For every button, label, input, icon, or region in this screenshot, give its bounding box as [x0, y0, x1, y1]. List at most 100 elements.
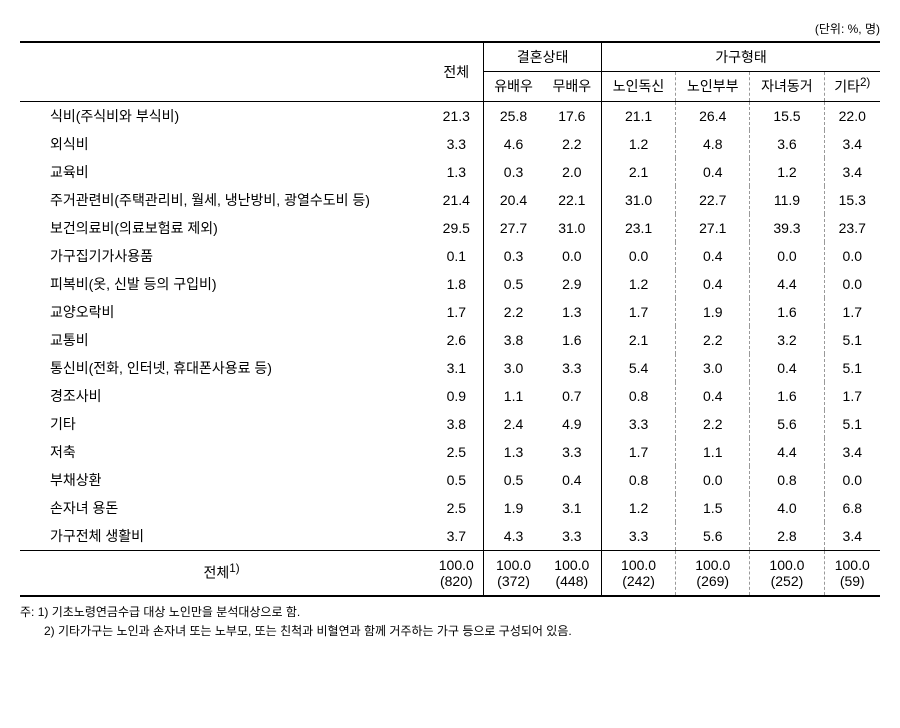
total-cell: 100.0(59): [824, 550, 880, 596]
cell-value: 1.6: [543, 326, 602, 354]
table-row: 주거관련비(주택관리비, 월세, 냉난방비, 광열수도비 등)21.420.42…: [20, 186, 880, 214]
row-label: 교육비: [20, 158, 429, 186]
table-row: 저축2.51.33.31.71.14.43.4: [20, 438, 880, 466]
table-row: 외식비3.34.62.21.24.83.63.4: [20, 130, 880, 158]
total-label: 전체1): [20, 550, 429, 596]
cell-value: 3.4: [824, 130, 880, 158]
cell-value: 1.3: [429, 158, 484, 186]
header-house-3: 자녀동거: [750, 72, 824, 102]
cell-value: 3.4: [824, 158, 880, 186]
table-row: 손자녀 용돈2.51.93.11.21.54.06.8: [20, 494, 880, 522]
cell-value: 0.4: [676, 382, 750, 410]
cell-value: 0.8: [601, 466, 675, 494]
row-label: 통신비(전화, 인터넷, 휴대폰사용료 등): [20, 354, 429, 382]
cell-value: 1.9: [676, 298, 750, 326]
cell-value: 39.3: [750, 214, 824, 242]
cell-value: 0.4: [750, 354, 824, 382]
cell-value: 25.8: [484, 101, 543, 130]
table-row: 통신비(전화, 인터넷, 휴대폰사용료 등)3.13.03.35.43.00.4…: [20, 354, 880, 382]
total-cell: 100.0(269): [676, 550, 750, 596]
table-row: 교양오락비1.72.21.31.71.91.61.7: [20, 298, 880, 326]
cell-value: 5.6: [676, 522, 750, 551]
cell-value: 26.4: [676, 101, 750, 130]
cell-value: 0.0: [824, 242, 880, 270]
total-cell: 100.0(252): [750, 550, 824, 596]
row-label: 손자녀 용돈: [20, 494, 429, 522]
row-label: 경조사비: [20, 382, 429, 410]
total-cell: 100.0(372): [484, 550, 543, 596]
cell-value: 0.4: [676, 270, 750, 298]
cell-value: 31.0: [543, 214, 602, 242]
cell-value: 17.6: [543, 101, 602, 130]
cell-value: 2.2: [543, 130, 602, 158]
cell-value: 21.1: [601, 101, 675, 130]
total-row: 전체1)100.0(820)100.0(372)100.0(448)100.0(…: [20, 550, 880, 596]
cell-value: 3.3: [429, 130, 484, 158]
cell-value: 3.1: [429, 354, 484, 382]
footnote-2: 2) 기타가구는 노인과 손자녀 또는 노부모, 또는 친척과 비혈연과 함께 …: [20, 622, 880, 641]
cell-value: 29.5: [429, 214, 484, 242]
cell-value: 21.3: [429, 101, 484, 130]
header-house-2: 노인부부: [676, 72, 750, 102]
cell-value: 3.2: [750, 326, 824, 354]
row-label: 식비(주식비와 부식비): [20, 101, 429, 130]
cell-value: 3.3: [601, 410, 675, 438]
cell-value: 1.5: [676, 494, 750, 522]
table-row: 부채상환0.50.50.40.80.00.80.0: [20, 466, 880, 494]
cell-value: 0.0: [543, 242, 602, 270]
row-label: 가구집기가사용품: [20, 242, 429, 270]
table-row: 식비(주식비와 부식비)21.325.817.621.126.415.522.0: [20, 101, 880, 130]
cell-value: 1.9: [484, 494, 543, 522]
cell-value: 6.8: [824, 494, 880, 522]
cell-value: 5.6: [750, 410, 824, 438]
cell-value: 31.0: [601, 186, 675, 214]
row-label: 주거관련비(주택관리비, 월세, 냉난방비, 광열수도비 등): [20, 186, 429, 214]
cell-value: 3.1: [543, 494, 602, 522]
table-row: 보건의료비(의료보험료 제외)29.527.731.023.127.139.32…: [20, 214, 880, 242]
table-row: 교육비1.30.32.02.10.41.23.4: [20, 158, 880, 186]
cell-value: 0.4: [543, 466, 602, 494]
header-marital: 결혼상태: [484, 42, 602, 72]
footnote-1: 주: 1) 기초노령연금수급 대상 노인만을 분석대상으로 함.: [20, 603, 880, 622]
cell-value: 3.6: [750, 130, 824, 158]
cell-value: 1.1: [484, 382, 543, 410]
row-label: 피복비(옷, 신발 등의 구입비): [20, 270, 429, 298]
row-label: 부채상환: [20, 466, 429, 494]
cell-value: 2.4: [484, 410, 543, 438]
cell-value: 4.4: [750, 270, 824, 298]
cell-value: 0.8: [601, 382, 675, 410]
cell-value: 1.2: [601, 494, 675, 522]
cell-value: 1.7: [824, 382, 880, 410]
cell-value: 3.4: [824, 438, 880, 466]
header-blank: [20, 42, 429, 101]
cell-value: 2.2: [676, 410, 750, 438]
cell-value: 2.1: [601, 326, 675, 354]
cell-value: 1.7: [601, 438, 675, 466]
cell-value: 1.8: [429, 270, 484, 298]
cell-value: 0.0: [676, 466, 750, 494]
cell-value: 27.1: [676, 214, 750, 242]
table-row: 기타3.82.44.93.32.25.65.1: [20, 410, 880, 438]
cell-value: 3.3: [543, 522, 602, 551]
cell-value: 0.0: [824, 270, 880, 298]
cell-value: 0.7: [543, 382, 602, 410]
row-label: 기타: [20, 410, 429, 438]
cell-value: 0.3: [484, 158, 543, 186]
cell-value: 0.0: [824, 466, 880, 494]
row-label: 저축: [20, 438, 429, 466]
cell-value: 3.0: [484, 354, 543, 382]
cell-value: 3.3: [543, 354, 602, 382]
total-cell: 100.0(448): [543, 550, 602, 596]
cell-value: 1.7: [601, 298, 675, 326]
header-house-1: 노인독신: [601, 72, 675, 102]
cell-value: 0.9: [429, 382, 484, 410]
cell-value: 5.4: [601, 354, 675, 382]
cell-value: 4.4: [750, 438, 824, 466]
cell-value: 1.2: [750, 158, 824, 186]
cell-value: 21.4: [429, 186, 484, 214]
cell-value: 0.1: [429, 242, 484, 270]
cell-value: 0.8: [750, 466, 824, 494]
header-marital-2: 무배우: [543, 72, 602, 102]
cell-value: 3.7: [429, 522, 484, 551]
cell-value: 3.4: [824, 522, 880, 551]
